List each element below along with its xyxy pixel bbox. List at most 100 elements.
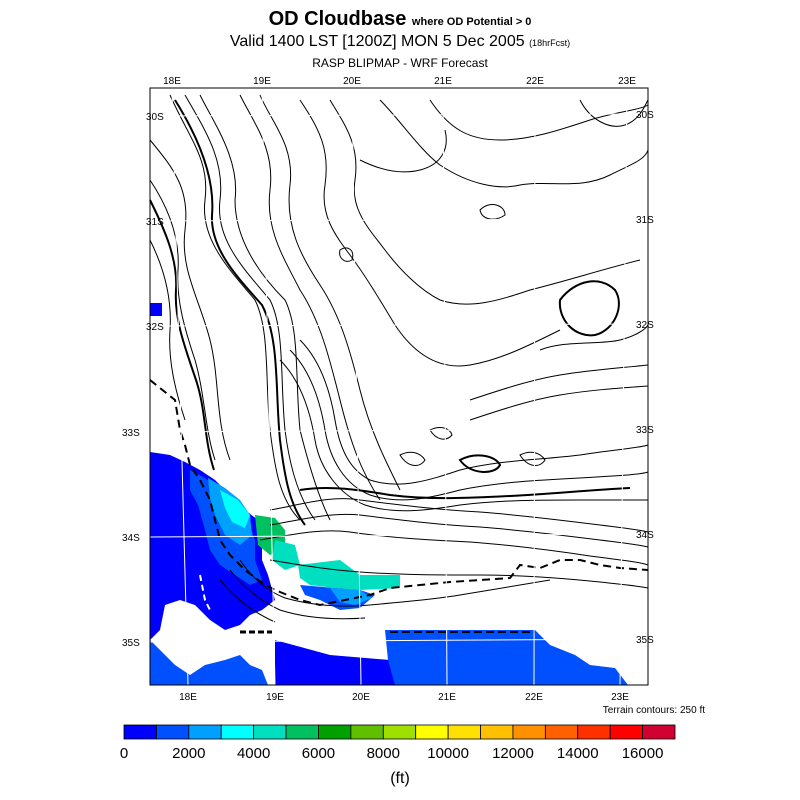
lon-label-top: 21E (434, 76, 452, 87)
coastline (149, 379, 649, 607)
terrain-contour (149, 199, 215, 471)
parallel-line (149, 428, 649, 433)
colorbar-tick-label: 10000 (427, 745, 469, 762)
colorbar-swatch (609, 724, 643, 740)
colorbar-units: (ft) (390, 770, 410, 787)
terrain-contour (469, 385, 649, 421)
lon-label-top: 23E (618, 76, 636, 87)
colorbar-swatch (253, 724, 287, 740)
terrain-contour (359, 129, 447, 173)
terrain-contour (259, 530, 649, 566)
colorbar-swatch (318, 724, 352, 740)
meridian-line (261, 87, 276, 686)
title-main: OD Cloudbase (268, 8, 407, 30)
parallel-line (149, 113, 649, 117)
lat-label-left: 32S (146, 322, 164, 333)
colorbar-tick-label: 8000 (367, 745, 400, 762)
terrain-contour (329, 99, 641, 305)
colorbar-tick-label: 14000 (557, 745, 599, 762)
colorbar-swatch (544, 724, 579, 740)
colorbar-swatch (382, 724, 417, 740)
lon-label-bottom: 21E (438, 692, 456, 703)
colorbar-labels: 0 2000 4000 6000 8000 10000 12000 14000 16000 (120, 745, 664, 762)
terrain-contour (429, 99, 649, 141)
terrain-contours (149, 94, 649, 623)
colorbar (123, 724, 676, 740)
terrain-contour (539, 324, 649, 351)
colorbar-tick-label: 0 (120, 745, 128, 762)
parallel-line (149, 323, 649, 327)
cloudbase-region-south-teal (298, 560, 400, 590)
terrain-contour (259, 94, 401, 491)
colorbar-tick-label: 4000 (237, 745, 270, 762)
cloudbase-fill (150, 303, 628, 685)
terrain-contour (299, 339, 649, 485)
shelf-edge (199, 574, 211, 611)
map-frame (149, 87, 649, 686)
colorbar-swatch (156, 724, 190, 740)
terrain-contour (149, 239, 186, 421)
terrain-contour (269, 498, 649, 533)
terrain-contour-note: Terrain contours: 250 ft (602, 705, 705, 716)
cloudbase-region-sea-southeast (385, 630, 628, 685)
colorbar-swatch (512, 724, 546, 740)
terrain-contour (458, 454, 502, 473)
terrain-contour (479, 204, 506, 220)
parallel-line (149, 533, 649, 538)
title-suffix: where OD Potential > 0 (411, 16, 532, 28)
meridian-line (442, 87, 448, 686)
terrain-contour (519, 451, 546, 466)
colorbar-tick-label: 2000 (172, 745, 205, 762)
lon-label-bottom: 23E (611, 692, 629, 703)
lon-label-bottom: 22E (525, 692, 543, 703)
terrain-contour (558, 280, 620, 337)
colorbar-swatch (350, 724, 384, 740)
colorbar-swatch (415, 724, 449, 740)
cloudbase-region-sea-west (150, 640, 268, 685)
terrain-contour (399, 451, 426, 466)
lat-label-left: 30S (146, 112, 164, 123)
terrain-contour (149, 179, 216, 461)
colorbar-swatch (123, 724, 157, 740)
terrain-contour (174, 99, 306, 526)
colorbar-swatch (188, 724, 222, 740)
terrain-contour (199, 94, 331, 521)
colorbar-swatch (285, 724, 319, 740)
colorbar-swatch (642, 724, 676, 740)
valid-time-line: Valid 1400 LST [1200Z] MON 5 Dec 2005 (1… (0, 33, 800, 51)
terrain-contour (269, 559, 649, 589)
lat-label-right: 35S (636, 635, 654, 646)
colorbar-swatch (480, 724, 514, 740)
lat-label-left: 34S (122, 533, 140, 544)
map-subtitle: RASP BLIPMAP - WRF Forecast (312, 56, 488, 70)
lon-label-top: 22E (526, 76, 544, 87)
terrain-contour (299, 486, 631, 500)
cloudbase-region-teal (272, 540, 300, 570)
colorbar-swatch (220, 724, 255, 740)
lat-label-right: 31S (636, 215, 654, 226)
valid-time: Valid 1400 LST [1200Z] MON 5 Dec 2005 (229, 33, 525, 50)
terrain-contour (339, 247, 354, 262)
lat-label-right: 34S (636, 530, 654, 541)
terrain-contour (299, 99, 561, 367)
terrain-contour (219, 579, 276, 623)
terrain-contour (469, 364, 649, 401)
terrain-contour (239, 94, 381, 501)
parallel-line (149, 638, 649, 643)
parallel-line (149, 218, 649, 222)
meridian-line (351, 87, 362, 686)
colorbar-swatch (447, 724, 481, 740)
terrain-contour (149, 139, 231, 461)
colorbar-tick-label: 16000 (622, 745, 664, 762)
terrain-contour (229, 569, 366, 620)
terrain-contour (289, 349, 649, 501)
colorbar-tick-label: 6000 (302, 745, 335, 762)
lon-label-bottom: 18E (179, 692, 197, 703)
cloudbase-region-south-lightblue (330, 588, 372, 605)
forecast-hours: (18hrFcst) (529, 38, 571, 48)
lat-label-right: 32S (636, 320, 654, 331)
terrain-contour (184, 94, 316, 521)
terrain-contour (379, 99, 649, 188)
lon-label-top: 18E (163, 76, 181, 87)
